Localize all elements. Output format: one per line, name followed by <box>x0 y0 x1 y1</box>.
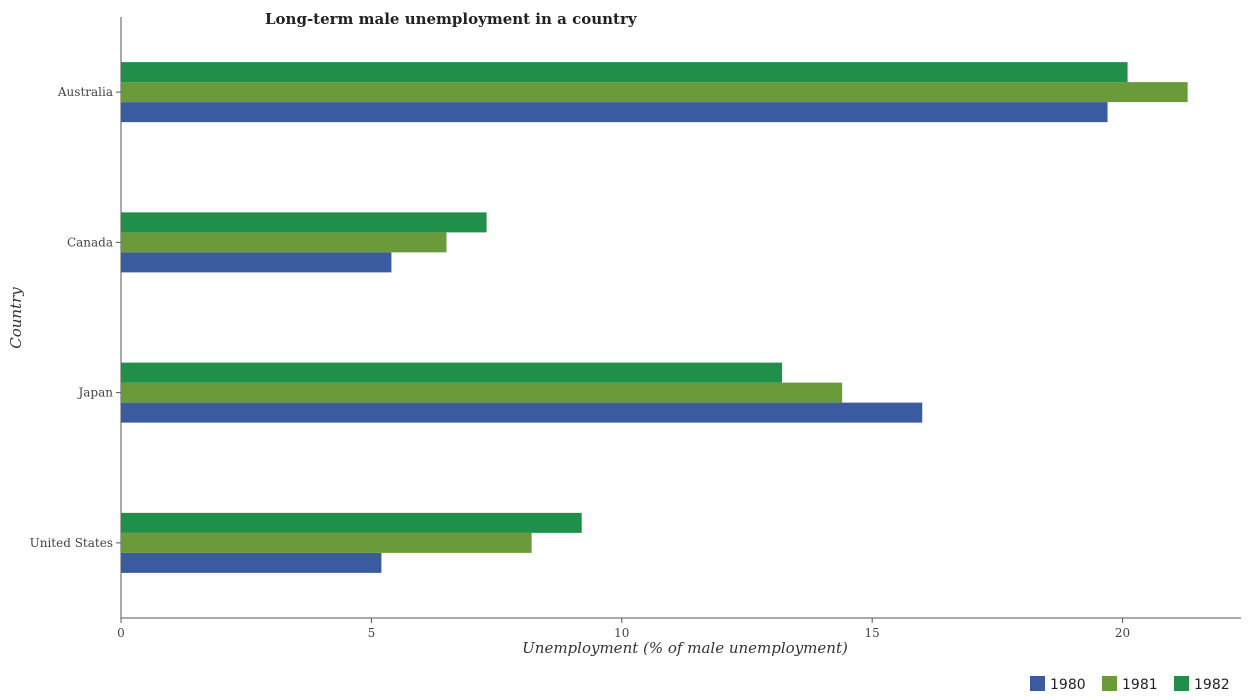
bar-united-states-1980 <box>121 552 382 573</box>
y-axis-label: Country <box>7 287 25 349</box>
x-tick-label: 20 <box>1115 626 1130 640</box>
bar-united-states-1981 <box>121 532 532 553</box>
y-tick-label: United States <box>30 536 113 550</box>
plot-area: 0 5 10 15 20 Australia Canada Japan United Stat… <box>30 17 1241 640</box>
bars-group <box>121 62 1188 573</box>
legend-swatch-1980 <box>1030 676 1045 691</box>
legend-swatch-1981 <box>1102 676 1117 691</box>
bar-japan-1982 <box>121 362 783 383</box>
legend-label-1981: 1981 <box>1122 677 1158 693</box>
bar-australia-1982 <box>121 62 1128 83</box>
bar-japan-1980 <box>121 402 923 423</box>
legend-swatch-1982 <box>1174 676 1189 691</box>
bar-japan-1981 <box>121 382 843 403</box>
x-axis-label: Unemployment (% of male unemployment) <box>522 639 848 657</box>
x-tick-label: 15 <box>865 626 880 640</box>
x-ticks-group: 0 5 10 15 20 <box>117 618 1130 640</box>
bar-australia-1981 <box>121 82 1188 103</box>
x-tick-label: 10 <box>614 626 629 640</box>
y-tick-label: Australia <box>57 85 113 99</box>
bar-canada-1981 <box>121 232 447 253</box>
x-tick-label: 0 <box>117 626 125 640</box>
bar-canada-1982 <box>121 212 487 233</box>
y-ticks-group: Australia Canada Japan United States <box>30 85 121 550</box>
legend-label-1982: 1982 <box>1194 677 1230 693</box>
bar-united-states-1982 <box>121 512 582 533</box>
chart-title: Long-term male unemployment in a country <box>265 10 638 28</box>
y-tick-label: Japan <box>76 386 113 400</box>
x-tick-label: 5 <box>368 626 376 640</box>
bar-canada-1980 <box>121 252 392 273</box>
bar-australia-1980 <box>121 102 1108 123</box>
legend-label-1980: 1980 <box>1050 677 1086 693</box>
y-tick-label: Canada <box>67 235 113 249</box>
legend: 1980 1981 1982 <box>1030 676 1230 693</box>
